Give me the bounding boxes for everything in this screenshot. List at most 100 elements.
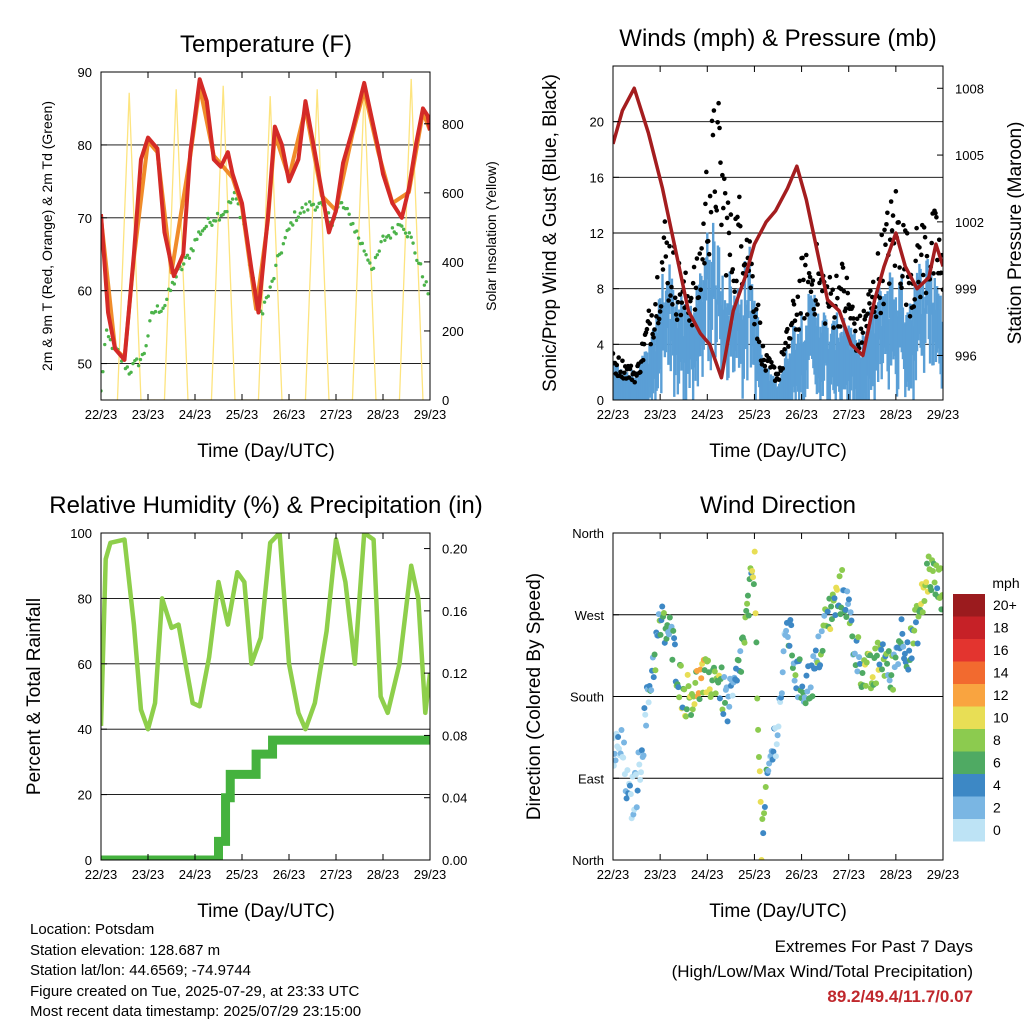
wind-gust-point [620,358,625,364]
direction-point [845,596,852,603]
wind-gust-point [657,309,663,314]
direction-point [779,669,786,676]
dewpoint-point [168,288,173,293]
wind-gust-point [717,125,722,131]
wind-gust-point [830,287,835,293]
dewpoint-point [260,312,265,316]
dewpoint-point [307,200,312,204]
legend-swatch [953,616,985,639]
dewpoint-point [366,258,370,262]
temperature_chart-frame [100,71,431,401]
direction-point [744,592,751,599]
y-tick-label: 80 [78,591,92,606]
wind-gust-point [835,295,840,301]
wind-gust-point [724,215,730,221]
dewpoint-point [215,211,220,216]
dewpoint-point [347,212,351,216]
dewpoint-point [379,239,383,244]
x-tick-label: 29/23 [414,867,447,882]
wind-gust-point [716,100,721,106]
wind-gust-point [866,292,871,297]
direction-point [898,616,905,623]
wind-gust-point [923,290,929,296]
y2-tick-label: 0.08 [442,728,467,743]
temperature_chart-ylabel-right: Solar Insolation (Yellow) [483,161,499,311]
x-tick-label: 23/23 [132,867,165,882]
direction-point [931,579,938,586]
direction_chart-ylabel: Direction (Colored By Speed) [524,573,545,820]
y-tick-label: West [575,608,605,623]
y-tick-label: 20 [78,788,92,803]
direction-point [761,803,768,810]
wind-gust-point [810,278,816,283]
direction-point [659,603,666,610]
temperature_chart-xlabel: Time (Day/UTC) [197,441,335,462]
wind-gust-point [632,379,637,385]
direction_chart-plot-area [613,548,943,860]
wind-gust-point [801,277,806,283]
wind-gust-point [721,176,727,182]
wind-gust-point [896,220,901,225]
wind-gust-point [918,294,923,300]
wind-gust-point [763,368,769,373]
x-tick-label: 26/23 [785,407,818,422]
temperature_chart-ylabel: 2m & 9m T (Red, Orange) & 2m Td (Green) [39,101,55,371]
wind-gust-point [787,336,793,341]
direction-point [839,566,846,573]
direction-point [923,560,930,567]
station-info: Location: Potsdam Station elevation: 128… [30,920,361,1023]
direction-point [831,595,838,602]
direction-point [676,694,683,701]
wind-gust-point [737,223,743,229]
y2-tick-label: 400 [442,255,464,270]
wind-gust-point [661,235,667,240]
wind-gust-point [901,222,906,228]
dewpoint-point [163,303,167,308]
wind-gust-point [858,326,864,332]
direction-point [777,699,784,706]
x-tick-label: 24/23 [179,407,212,422]
wind-gust-point [653,301,658,307]
direction-point [634,787,641,794]
dewpoint-point [360,241,365,246]
wind-gust-point [702,260,707,266]
wind-gust-point [929,240,934,246]
x-tick-label: 26/23 [273,407,306,422]
dewpoint-point [213,219,218,223]
direction-point [613,757,619,764]
legend-swatch [953,751,985,774]
location-text: Location: Potsdam [30,921,155,938]
wind_chart-ylabel: Sonic/Prop Wind & Gust (Blue, Black) [540,74,561,392]
direction-point [832,612,839,619]
wind-gust-point [859,340,865,345]
direction-point [856,660,863,667]
direction-point [796,656,803,663]
dewpoint-point [182,262,186,266]
legend-label: 0 [993,822,1001,838]
wind-gust-point [806,270,812,276]
wind-gust-point [649,313,654,318]
wind-gust-point [924,253,930,259]
dewpoint-point [148,319,152,323]
dewpoint-point [155,304,160,308]
wind-gust-point [721,205,726,211]
direction-point [751,548,758,555]
wind-gust-point [752,321,757,327]
direction-point [743,607,750,614]
wind-gust-point [934,214,939,220]
rh_chart-plot-area [101,533,430,860]
direction-point [828,616,835,623]
direction-point [755,726,762,733]
direction-point [827,626,834,633]
x-tick-label: 23/23 [644,867,677,882]
direction-point [744,600,751,607]
legend-swatch [953,774,985,797]
wind-gust-point [679,300,685,305]
y-tick-label: 80 [78,138,92,153]
y2-tick-label: 1002 [955,215,984,230]
wind-gust-point [897,265,902,270]
direction-point [906,647,913,654]
wind-gust-point [900,274,905,279]
direction-point [722,699,729,706]
